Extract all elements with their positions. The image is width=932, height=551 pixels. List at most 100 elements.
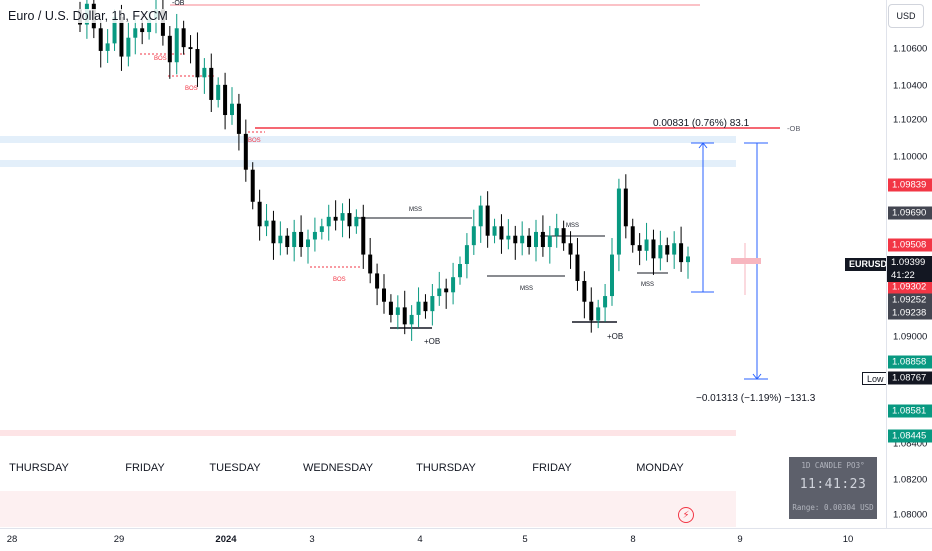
candle-body — [243, 133, 248, 170]
day-label: MONDAY — [636, 462, 684, 474]
candle-body — [637, 245, 642, 251]
ob-label: -OB — [172, 0, 185, 7]
time-axis[interactable]: 28 29 2024 3 4 5 8 9 10 — [0, 528, 932, 551]
candle-body — [409, 314, 414, 325]
price-tag: 1.09690 — [888, 206, 932, 220]
candle-body — [623, 188, 628, 227]
candle-body — [326, 216, 331, 227]
price-tick: 1.10600 — [893, 43, 928, 55]
candle-body — [388, 301, 393, 315]
bos-label: BOS — [333, 277, 346, 283]
candle-body — [271, 220, 276, 244]
candle-body — [444, 288, 449, 293]
current-price: 1.09399 — [891, 257, 926, 268]
candle-body — [492, 226, 497, 236]
candle-body — [575, 254, 580, 281]
price-tag: 1.08858 — [888, 355, 932, 369]
measure-label-down: −0.01313 (−1.19%) −131.3 — [696, 393, 816, 404]
candle-body — [651, 239, 656, 259]
candle-body — [430, 296, 435, 312]
candle-body — [216, 84, 221, 100]
candle-body — [506, 235, 511, 240]
candle-body — [264, 220, 269, 227]
day-label: FRIDAY — [532, 462, 572, 474]
candle-body — [437, 288, 442, 297]
price-tag: 1.09508 — [888, 238, 932, 252]
po3-marker — [731, 258, 761, 264]
candle-body — [568, 243, 573, 255]
candle-body — [686, 256, 690, 263]
chart-area[interactable]: -OB -OB BOS BOS BOS BOS MSS MSS MSS MSS … — [0, 0, 886, 528]
candle-body — [354, 216, 359, 227]
price-tag: 1.09252 — [888, 293, 932, 307]
candle-body — [382, 288, 386, 302]
bos-label: BOS — [154, 56, 167, 62]
widget-title: 1D CANDLE PO3° — [801, 461, 865, 470]
candle-body — [195, 49, 200, 78]
candle-body — [209, 67, 214, 100]
date-tick: 2024 — [215, 534, 237, 545]
mss-label: MSS — [409, 207, 422, 213]
candle-body — [527, 235, 532, 248]
candle-body — [520, 235, 525, 244]
candle-body — [375, 273, 380, 289]
candle-body — [630, 226, 635, 246]
date-tick: 9 — [737, 534, 743, 545]
mss-label: MSS — [520, 286, 533, 292]
measure-label-up: 0.00831 (0.76%) 83.1 — [653, 118, 750, 129]
widget-timer: 11:41:23 — [799, 477, 867, 492]
ticker-label: EURUSD — [845, 258, 886, 271]
candle-body — [126, 37, 131, 57]
candle-body — [672, 243, 677, 255]
candle-body — [582, 280, 587, 302]
candle-body — [478, 205, 483, 227]
candle-body — [485, 205, 490, 236]
widget-range: Range: 0.00304 USD — [792, 503, 874, 512]
ob-zone-band — [0, 160, 736, 167]
ob-plus-label: +OB — [607, 332, 623, 341]
day-label: THURSDAY — [9, 462, 69, 474]
candle-body — [278, 235, 283, 244]
candle-body — [223, 84, 228, 116]
candle-body — [361, 216, 366, 255]
fvg-zone-band — [0, 430, 736, 436]
currency-button[interactable]: USD — [888, 4, 924, 28]
ob-plus-label: +OB — [424, 337, 440, 346]
candle-body — [236, 103, 241, 134]
symbol-title[interactable]: Euro / U.S. Dollar, 1h, FXCM — [6, 9, 170, 23]
candle-body — [665, 245, 670, 255]
lightning-icon[interactable]: ⚡ — [678, 507, 694, 523]
candle-body — [147, 18, 152, 33]
price-tick: 1.08200 — [893, 474, 928, 486]
candle-body — [554, 228, 559, 236]
candle-body — [112, 16, 117, 44]
candle-body — [250, 169, 255, 202]
price-tick: 1.09000 — [893, 331, 928, 343]
candle-body — [292, 231, 297, 248]
price-chart[interactable]: -OB -OB BOS BOS BOS BOS MSS MSS MSS MSS … — [0, 0, 886, 528]
bos-label: BOS — [248, 138, 261, 144]
date-tick: 3 — [309, 534, 315, 545]
day-label: FRIDAY — [125, 462, 165, 474]
candle-body — [471, 226, 476, 246]
candle-body — [464, 245, 469, 264]
candle-body — [534, 231, 538, 248]
ob-label: -OB — [787, 124, 800, 133]
candle-body — [395, 307, 400, 315]
candle-body — [319, 226, 324, 232]
day-label: THURSDAY — [416, 462, 476, 474]
candle-body — [616, 188, 621, 255]
measure-tool-up[interactable] — [691, 142, 714, 293]
candle-body — [368, 254, 373, 274]
candle-series — [78, 0, 690, 341]
candle-body — [105, 43, 110, 51]
candle-body — [285, 235, 290, 248]
candle-body — [658, 245, 663, 259]
candle-body — [679, 243, 684, 263]
price-tick: 1.10000 — [893, 151, 928, 163]
price-tag: 1.08445 — [888, 429, 932, 443]
candle-body — [140, 28, 145, 33]
bar-countdown: 41:22 — [891, 270, 915, 281]
candle-body — [188, 47, 193, 50]
price-tick: 1.10400 — [893, 80, 928, 92]
